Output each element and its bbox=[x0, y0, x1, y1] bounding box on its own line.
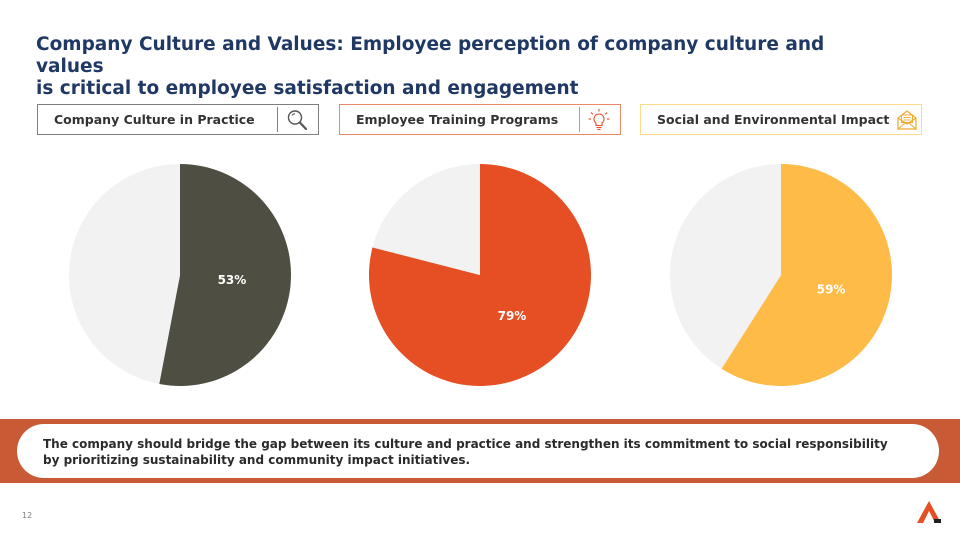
slide-title-line-1: Company Culture and Values: Employee per… bbox=[36, 34, 825, 77]
envelope-icon bbox=[895, 107, 919, 133]
pie-slice-remainder bbox=[372, 164, 480, 275]
conclusion-banner: The company should bridge the gap betwee… bbox=[0, 419, 960, 483]
pie-data-label: 53% bbox=[218, 273, 247, 287]
conclusion-line-2: by prioritizing sustainability and commu… bbox=[43, 453, 471, 467]
category-label-training: Employee Training Programs bbox=[356, 112, 559, 127]
category-box-culture: Company Culture in Practice bbox=[37, 104, 319, 135]
pie-data-label: 59% bbox=[817, 283, 846, 297]
slide-title: Company Culture and Values: Employee per… bbox=[36, 34, 856, 100]
conclusion-line-1: The company should bridge the gap betwee… bbox=[43, 437, 888, 451]
lightbulb-icon bbox=[586, 107, 612, 133]
pie-slice-value bbox=[721, 164, 892, 386]
pie-chart-social: 59% bbox=[669, 163, 893, 387]
category-box-social: Social and Environmental Impact bbox=[640, 104, 922, 135]
conclusion-box: The company should bridge the gap betwee… bbox=[17, 424, 939, 478]
category-divider bbox=[277, 107, 278, 132]
company-logo bbox=[916, 500, 942, 524]
pie-data-label: 79% bbox=[498, 309, 527, 323]
pie-slice-remainder bbox=[670, 164, 781, 369]
pie-slice-remainder bbox=[68, 164, 180, 385]
pie-chart-training: 79% bbox=[368, 163, 592, 387]
category-label-culture: Company Culture in Practice bbox=[54, 112, 255, 127]
category-box-training: Employee Training Programs bbox=[339, 104, 621, 135]
magnifier-icon bbox=[284, 107, 310, 133]
pie-slice-value bbox=[159, 164, 291, 386]
slide-title-line-2: is critical to employee satisfaction and… bbox=[36, 78, 579, 99]
pie-chart-culture: 53% bbox=[68, 163, 292, 387]
category-label-social: Social and Environmental Impact bbox=[657, 112, 890, 127]
category-divider bbox=[579, 107, 580, 132]
page-number: 12 bbox=[22, 511, 33, 520]
